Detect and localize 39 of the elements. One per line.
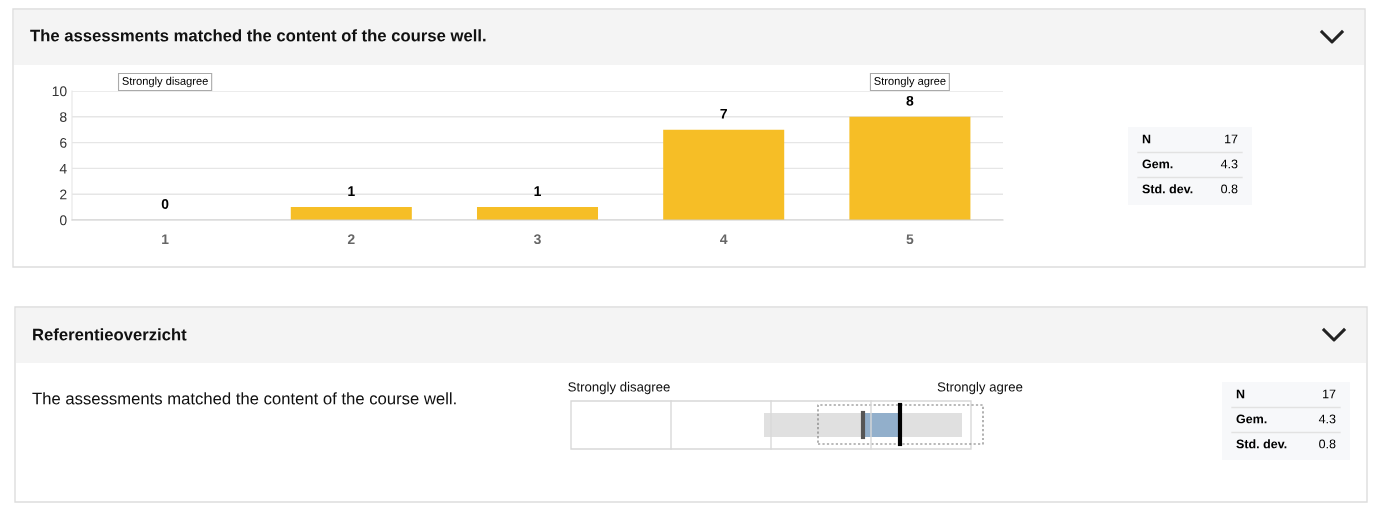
data-label: 1 (348, 186, 355, 196)
y-tick-label: 10 (52, 86, 67, 97)
chart-title: The assessments matched the content of the course well. (30, 29, 486, 42)
text: 0.8 (1221, 184, 1238, 194)
text: N (1142, 134, 1151, 144)
data-label: 0 (161, 199, 169, 209)
text: Referentieoverzicht (33, 328, 187, 341)
text: Strongly disagree (122, 76, 208, 88)
text: Strongly disagree (568, 381, 670, 395)
text: N (1236, 389, 1245, 399)
x-tick-label: 1 (162, 234, 169, 244)
y-tick-label: 0 (59, 215, 67, 226)
text: Gem. (1236, 414, 1267, 424)
text: Gem. (1142, 159, 1173, 169)
y-tick-label: 4 (59, 163, 67, 174)
x-tick-label: 2 (347, 234, 355, 244)
bar (476, 207, 599, 220)
text: 0.8 (1319, 439, 1336, 449)
text: 17 (1323, 389, 1336, 399)
x-tick-label: 4 (720, 234, 728, 244)
text: Strongly agree (874, 76, 946, 88)
text: Strongly agree (937, 381, 1023, 395)
data-label: 8 (906, 95, 914, 106)
text: 4.3 (1318, 414, 1336, 424)
y-tick-label: 8 (60, 112, 67, 122)
y-tick-label: 6 (60, 137, 67, 148)
bar (849, 116, 971, 220)
bar (663, 129, 785, 220)
text: 17 (1225, 134, 1238, 144)
data-label: 7 (720, 108, 727, 119)
y-tick-label: 2 (60, 189, 67, 200)
bar (290, 207, 412, 220)
x-tick-label: 5 (906, 234, 914, 245)
data-label: 1 (534, 186, 541, 196)
text: Std. dev. (1236, 439, 1287, 449)
x-tick-label: 3 (533, 234, 541, 245)
text: Std. dev. (1142, 184, 1193, 194)
text: 4.3 (1220, 159, 1238, 169)
text: The assessments matched the content of the course well. (32, 392, 456, 405)
